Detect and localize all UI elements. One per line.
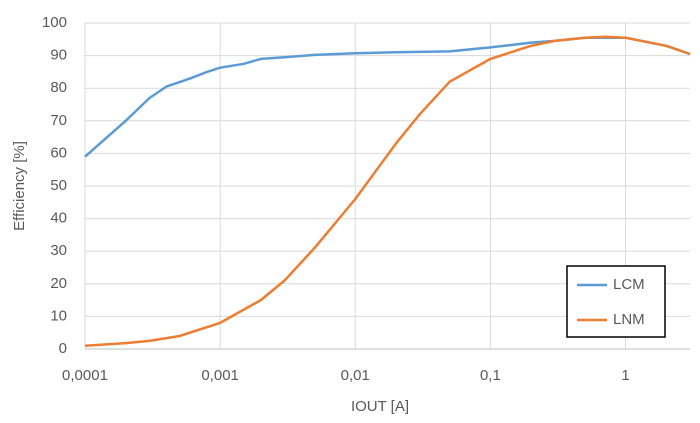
y-axis-label: Efficiency [%] <box>11 141 28 231</box>
y-tick-label: 0 <box>59 340 67 357</box>
x-tick-label: 0,1 <box>480 367 501 384</box>
x-axis-label: IOUT [A] <box>351 398 409 415</box>
y-tick-label: 40 <box>50 210 67 227</box>
x-tick-label: 0,01 <box>341 367 370 384</box>
x-tick-label: 0,0001 <box>62 367 108 384</box>
legend-label: LCM <box>613 276 645 293</box>
legend-label: LNM <box>613 311 645 328</box>
y-tick-label: 50 <box>50 177 67 194</box>
x-tick-label: 1 <box>621 367 629 384</box>
y-tick-label: 60 <box>50 144 67 161</box>
y-tick-label: 90 <box>50 47 67 64</box>
y-tick-label: 100 <box>42 14 67 31</box>
x-tick-label: 0,001 <box>201 367 239 384</box>
line-series <box>84 35 691 347</box>
legend-box <box>566 265 666 338</box>
y-tick-label: 10 <box>50 307 67 324</box>
y-tick-label: 70 <box>50 112 67 129</box>
y-tick-label: 80 <box>50 79 67 96</box>
y-tick-label: 30 <box>50 242 67 259</box>
y-tick-label: 20 <box>50 275 67 292</box>
